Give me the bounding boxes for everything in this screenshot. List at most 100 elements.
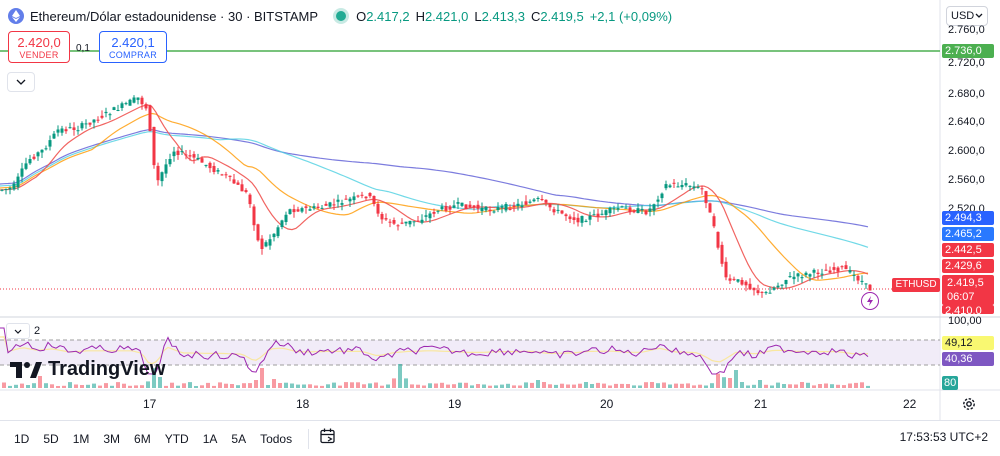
range-6m[interactable]: 6M bbox=[134, 431, 151, 446]
tradingview-logo[interactable]: TradingView bbox=[10, 358, 165, 381]
volume-bar bbox=[80, 385, 84, 388]
volume-bar bbox=[14, 384, 18, 388]
volume-bar bbox=[632, 385, 636, 388]
pane-collapse-button[interactable] bbox=[6, 323, 30, 339]
candle-body bbox=[264, 242, 268, 247]
volume-bar bbox=[68, 382, 72, 388]
candle-body bbox=[436, 210, 440, 212]
volume-bar bbox=[482, 384, 486, 388]
candle-body bbox=[752, 287, 756, 291]
volume-bar bbox=[224, 383, 228, 388]
buy-price: 2.420,1 bbox=[111, 34, 155, 50]
rsi-ma-label: 40,36 bbox=[942, 352, 994, 366]
candle-body bbox=[112, 107, 116, 110]
volume-bar bbox=[686, 383, 690, 388]
range-1d[interactable]: 1D bbox=[14, 431, 30, 446]
time-label: 18 bbox=[296, 397, 310, 411]
pane2-scale-top: 100,00 bbox=[948, 315, 982, 327]
volume-bar bbox=[248, 383, 252, 388]
volume-bar bbox=[548, 384, 552, 388]
volume-bar bbox=[158, 377, 162, 388]
candle-body bbox=[728, 278, 732, 281]
volume-bar bbox=[608, 385, 612, 388]
candle-body bbox=[496, 207, 500, 210]
candle-body bbox=[388, 221, 392, 223]
range-5a[interactable]: 5A bbox=[231, 431, 247, 446]
candle-body bbox=[788, 276, 792, 278]
range-5d[interactable]: 5D bbox=[43, 431, 59, 446]
candle-body bbox=[520, 205, 524, 207]
range-1a[interactable]: 1A bbox=[202, 431, 218, 446]
ethereum-icon bbox=[8, 8, 24, 24]
candle-body bbox=[320, 207, 324, 209]
gear-icon[interactable] bbox=[961, 396, 977, 417]
volume-bar bbox=[440, 382, 444, 388]
sell-button[interactable]: 2.420,0 VENDER bbox=[8, 31, 70, 63]
bolt-icon[interactable] bbox=[861, 292, 879, 310]
volume-bar bbox=[26, 385, 30, 388]
candle-body bbox=[864, 283, 868, 285]
calendar-icon[interactable] bbox=[319, 427, 337, 450]
candle-body bbox=[276, 227, 280, 237]
symbol-title[interactable]: Ethereum/Dólar estadounidense · 30 · BIT… bbox=[30, 8, 319, 24]
volume-bar bbox=[854, 382, 858, 388]
volume-bar bbox=[644, 382, 648, 388]
candle-body bbox=[604, 210, 608, 215]
candle-body bbox=[564, 214, 568, 217]
volume-bar bbox=[278, 383, 282, 388]
volume-bar bbox=[764, 384, 768, 388]
candle-body bbox=[660, 193, 664, 199]
volume-bar bbox=[530, 382, 534, 388]
volume-bar bbox=[656, 383, 660, 388]
volume-bar bbox=[194, 386, 198, 388]
volume-bar bbox=[218, 382, 222, 388]
range-1m[interactable]: 1M bbox=[72, 431, 90, 446]
candle-body bbox=[672, 182, 676, 184]
candle-body bbox=[740, 280, 744, 285]
candle-body bbox=[820, 273, 824, 275]
volume-bar bbox=[254, 380, 258, 388]
candle-body bbox=[24, 163, 28, 169]
range-todos[interactable]: Todos bbox=[260, 431, 293, 446]
price-tick: 2.640,0 bbox=[948, 116, 985, 128]
volume-bar bbox=[590, 384, 594, 388]
candle-body bbox=[192, 154, 196, 158]
price-chart[interactable] bbox=[0, 0, 1000, 420]
utc-clock[interactable]: 17:53:53 UTC+2 bbox=[899, 430, 988, 444]
volume-bar bbox=[470, 385, 474, 388]
volume-bar bbox=[848, 383, 852, 388]
buy-button[interactable]: 2.420,1 COMPRAR bbox=[99, 31, 167, 63]
volume-bar bbox=[728, 378, 732, 388]
range-ytd[interactable]: YTD bbox=[164, 431, 189, 446]
candle-body bbox=[216, 170, 220, 172]
volume-bar bbox=[62, 385, 66, 388]
candle-body bbox=[748, 283, 752, 290]
range-3m[interactable]: 3M bbox=[103, 431, 121, 446]
volume-bar bbox=[20, 383, 24, 388]
volume-bar bbox=[92, 383, 96, 388]
candle-body bbox=[856, 275, 860, 281]
candle-body bbox=[88, 122, 92, 125]
volume-bar bbox=[866, 385, 870, 388]
collapse-legend-button[interactable] bbox=[7, 72, 35, 92]
alert-price-label[interactable]: 2.736,0 bbox=[942, 44, 994, 58]
volume-bar bbox=[452, 384, 456, 388]
pane2-legend: 2 bbox=[6, 323, 40, 339]
candle-body bbox=[48, 140, 52, 147]
volume-bar bbox=[740, 382, 744, 388]
chart-area[interactable] bbox=[0, 0, 1000, 420]
currency-select[interactable]: USD bbox=[946, 6, 988, 26]
market-status-dot[interactable] bbox=[336, 11, 347, 21]
candle-body bbox=[380, 214, 384, 220]
candle-body bbox=[832, 267, 836, 270]
ma-line-medium bbox=[0, 131, 869, 248]
candle-body bbox=[612, 208, 616, 210]
candle-body bbox=[800, 277, 804, 279]
volume-bar bbox=[290, 383, 294, 388]
volume-bar bbox=[134, 385, 138, 388]
volume-bar bbox=[614, 383, 618, 388]
volume-bar bbox=[818, 384, 822, 388]
candle-body bbox=[572, 217, 576, 220]
volume-bar bbox=[350, 382, 354, 388]
candle-body bbox=[556, 209, 560, 211]
